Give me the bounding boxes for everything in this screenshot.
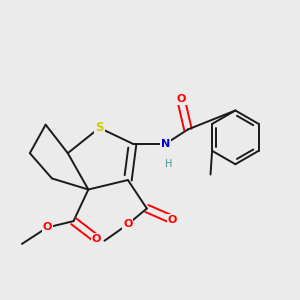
Text: N: N bbox=[161, 139, 170, 149]
Text: O: O bbox=[123, 219, 133, 229]
Text: O: O bbox=[43, 223, 52, 232]
Text: S: S bbox=[95, 122, 104, 134]
Text: O: O bbox=[92, 233, 101, 244]
Text: O: O bbox=[176, 94, 186, 104]
Text: H: H bbox=[165, 159, 172, 169]
Text: O: O bbox=[167, 214, 177, 225]
